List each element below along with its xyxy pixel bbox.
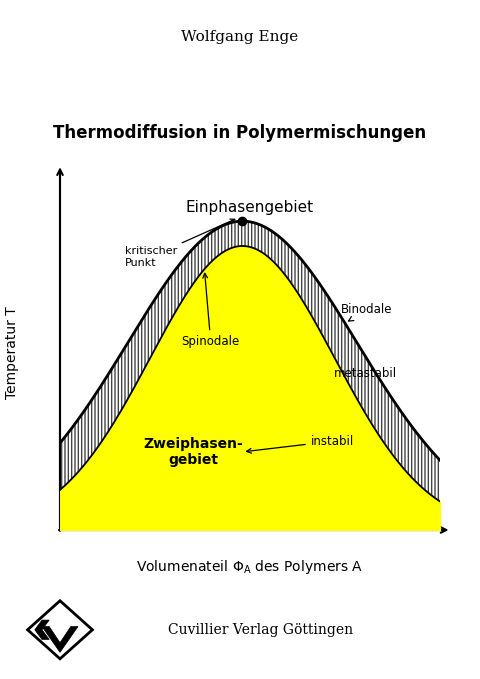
Text: Wolfgang Enge: Wolfgang Enge	[181, 31, 299, 44]
Text: Temperatur T: Temperatur T	[5, 306, 19, 399]
Text: Thermodiffusion in Polymermischungen: Thermodiffusion in Polymermischungen	[53, 124, 427, 142]
Text: Volumenateil $\Phi_\mathrm{A}$ des Polymers A: Volumenateil $\Phi_\mathrm{A}$ des Polym…	[136, 558, 364, 576]
Text: Cuvillier Verlag Göttingen: Cuvillier Verlag Göttingen	[168, 623, 353, 637]
Text: Spinodale: Spinodale	[181, 274, 240, 348]
Text: metastabil: metastabil	[334, 367, 397, 380]
Polygon shape	[42, 627, 78, 653]
Text: Einphasengebiet: Einphasengebiet	[186, 200, 314, 215]
Text: instabil: instabil	[247, 435, 354, 453]
Polygon shape	[35, 620, 49, 640]
Text: Zweiphasen-
gebiet: Zweiphasen- gebiet	[143, 437, 243, 467]
Text: kritischer
Punkt: kritischer Punkt	[125, 219, 235, 268]
Text: Binodale: Binodale	[341, 304, 393, 321]
